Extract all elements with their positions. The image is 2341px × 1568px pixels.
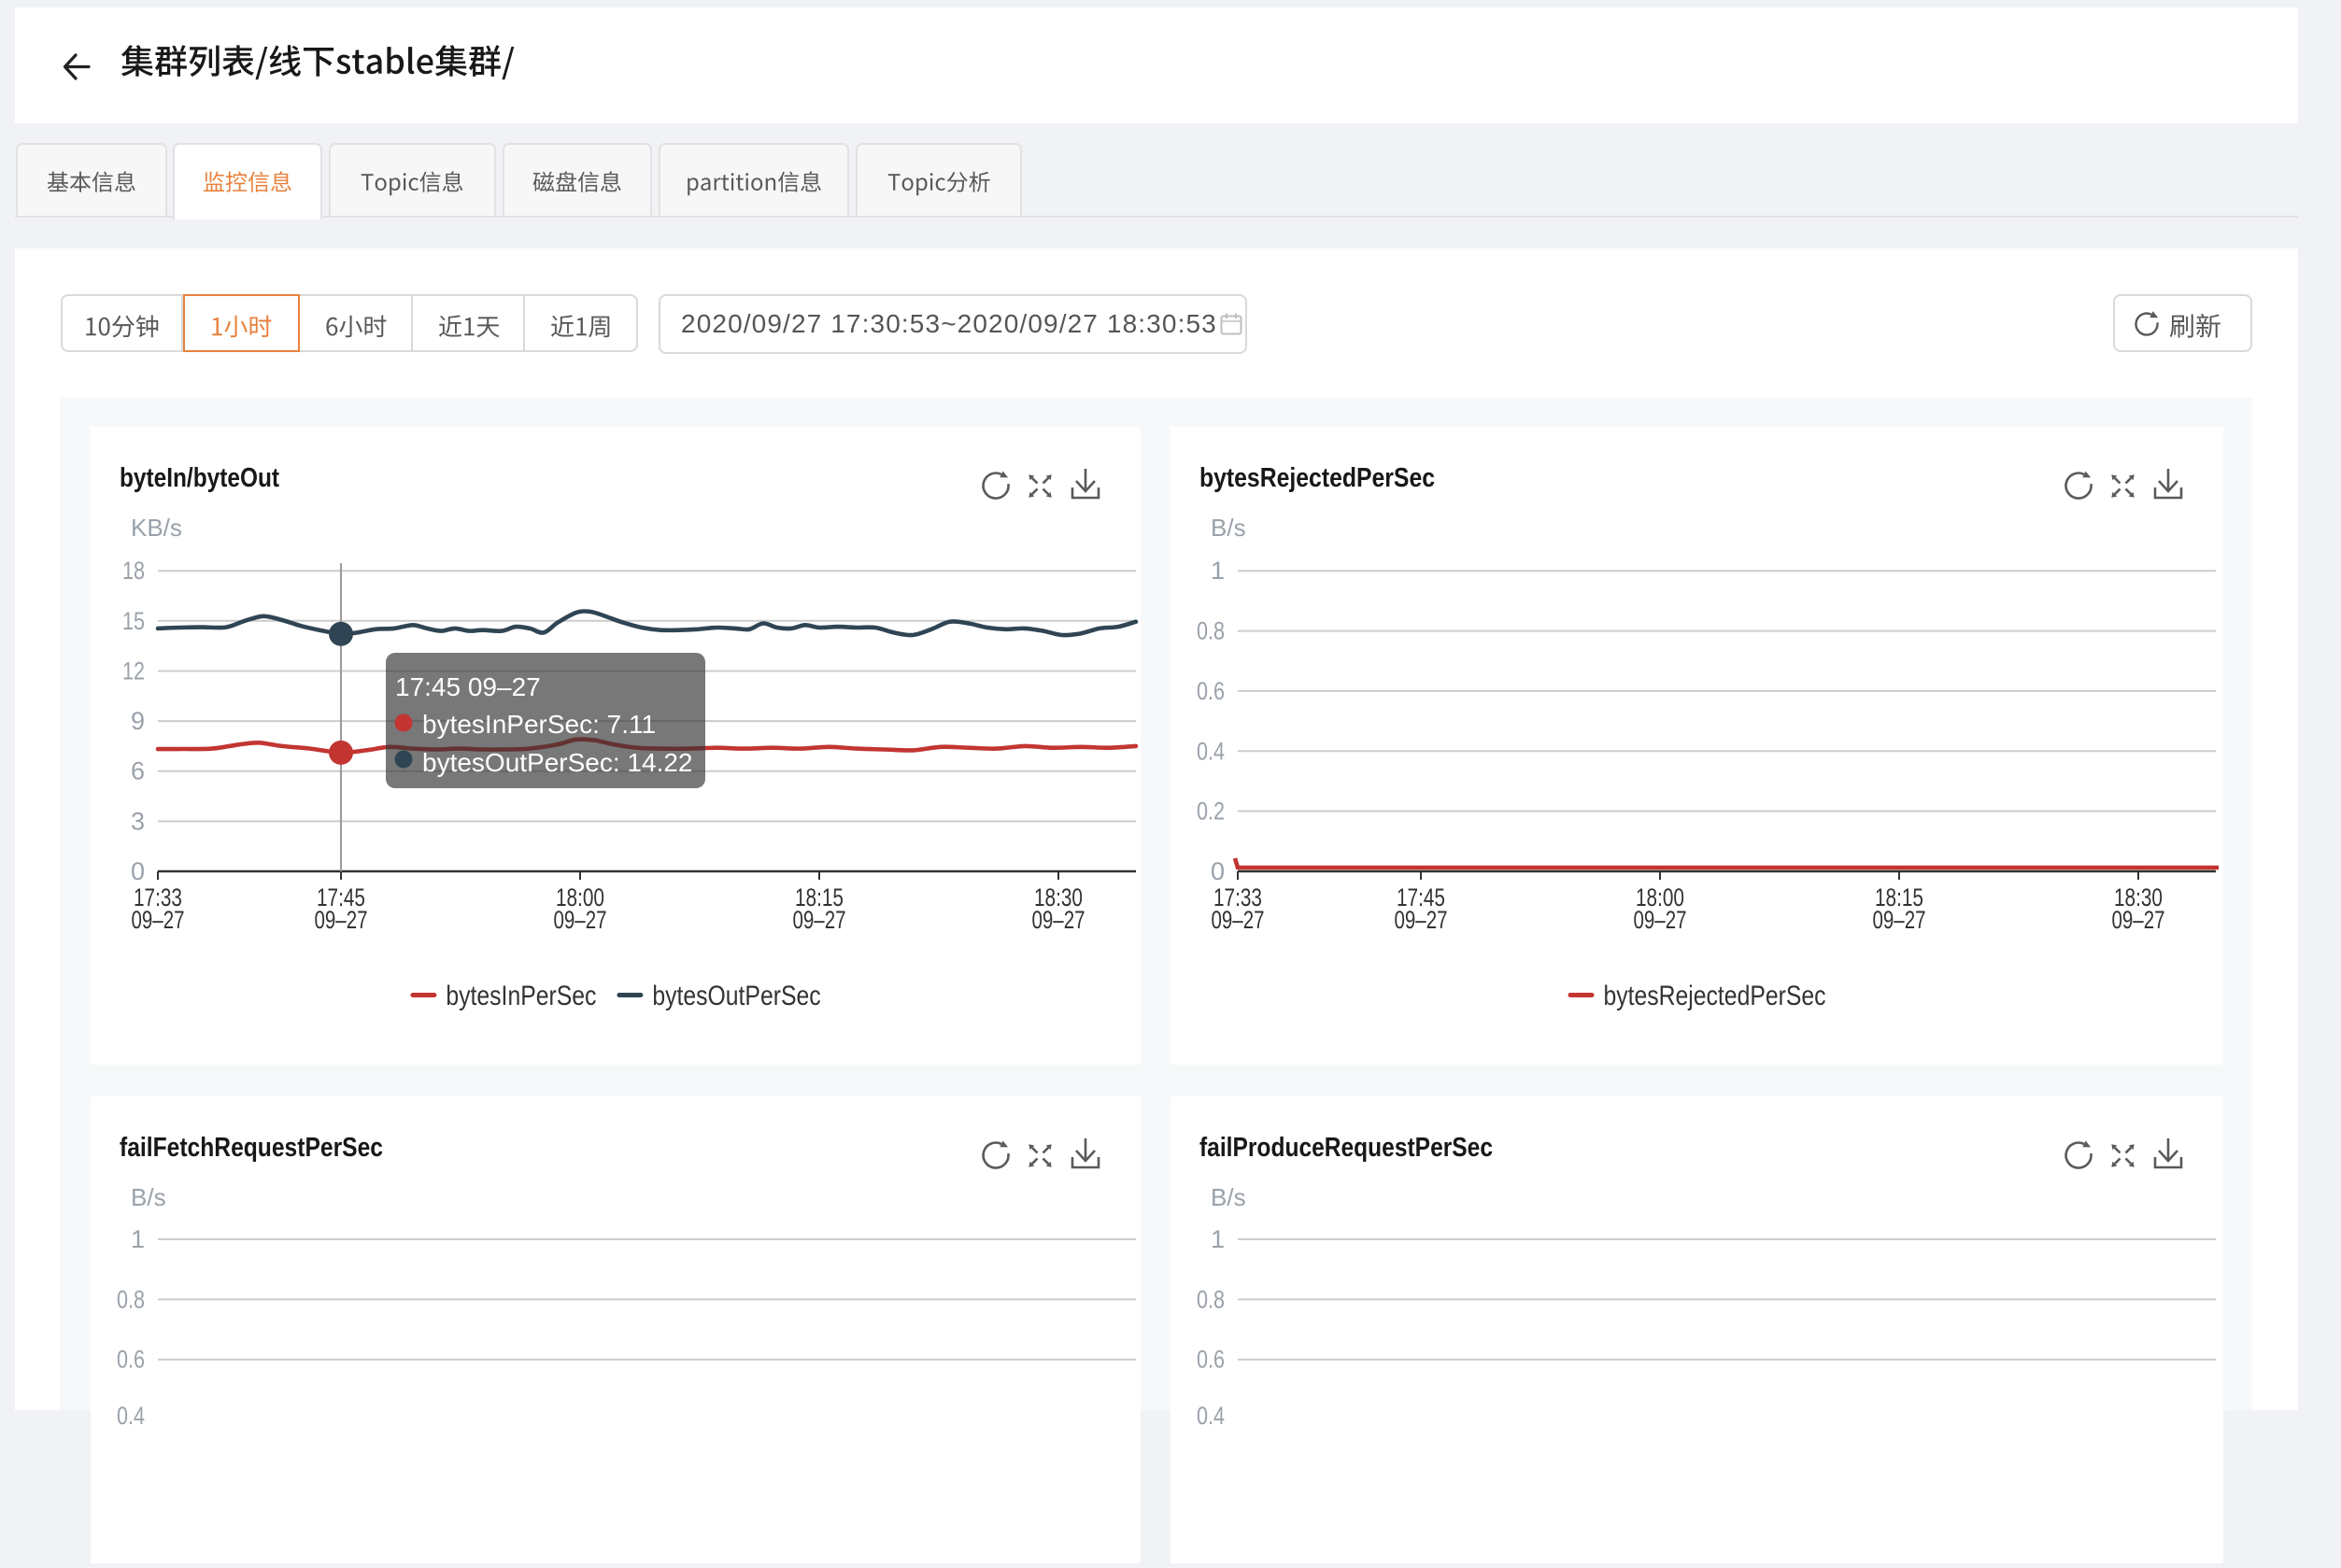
svg-text:09–27: 09–27 — [793, 906, 846, 934]
svg-text:B/s: B/s — [131, 1183, 166, 1211]
svg-text:6: 6 — [131, 757, 145, 785]
svg-text:09–27: 09–27 — [1395, 906, 1448, 934]
svg-text:12: 12 — [122, 657, 145, 685]
svg-text:bytesRejectedPerSec: bytesRejectedPerSec — [1199, 463, 1435, 493]
svg-text:09–27: 09–27 — [554, 906, 607, 934]
svg-text:1: 1 — [1211, 557, 1225, 585]
svg-text:bytesRejectedPerSec: bytesRejectedPerSec — [1604, 981, 1826, 1011]
svg-text:09–27: 09–27 — [315, 906, 368, 934]
svg-text:18:15: 18:15 — [1875, 883, 1923, 911]
svg-text:bytesOutPerSec: 14.22: bytesOutPerSec: 14.22 — [422, 748, 693, 777]
svg-text:0.4: 0.4 — [1197, 1402, 1225, 1430]
svg-text:18:30: 18:30 — [1034, 883, 1083, 911]
svg-text:09–27: 09–27 — [1032, 906, 1085, 934]
svg-text:09–27: 09–27 — [1873, 906, 1926, 934]
svg-text:3: 3 — [131, 807, 145, 835]
svg-text:09–27: 09–27 — [132, 906, 185, 934]
svg-text:17:45 09–27: 17:45 09–27 — [395, 672, 541, 701]
svg-text:17:33: 17:33 — [134, 883, 182, 911]
svg-text:09–27: 09–27 — [1634, 906, 1687, 934]
svg-text:18:00: 18:00 — [1636, 883, 1684, 911]
svg-text:0.8: 0.8 — [117, 1285, 145, 1313]
svg-text:17:33: 17:33 — [1213, 883, 1262, 911]
svg-text:09–27: 09–27 — [1212, 906, 1265, 934]
svg-text:17:45: 17:45 — [317, 883, 365, 911]
svg-text:15: 15 — [122, 607, 145, 635]
svg-text:0.6: 0.6 — [1197, 1346, 1225, 1374]
svg-text:bytesInPerSec: 7.11: bytesInPerSec: 7.11 — [422, 710, 656, 739]
svg-text:9: 9 — [131, 707, 145, 735]
svg-text:bytesInPerSec: bytesInPerSec — [446, 981, 596, 1011]
svg-text:0.8: 0.8 — [1197, 617, 1225, 645]
svg-text:byteIn/byteOut: byteIn/byteOut — [120, 463, 279, 493]
svg-text:0.4: 0.4 — [1197, 737, 1225, 765]
svg-text:B/s: B/s — [1211, 1183, 1246, 1211]
svg-text:bytesOutPerSec: bytesOutPerSec — [652, 981, 820, 1011]
svg-text:0.4: 0.4 — [117, 1402, 145, 1430]
svg-text:18:15: 18:15 — [795, 883, 844, 911]
svg-text:1: 1 — [131, 1225, 145, 1253]
svg-text:KB/s: KB/s — [131, 514, 182, 542]
svg-text:0.6: 0.6 — [117, 1346, 145, 1374]
svg-text:18:30: 18:30 — [2114, 883, 2163, 911]
svg-text:17:45: 17:45 — [1397, 883, 1445, 911]
svg-text:0: 0 — [1211, 857, 1225, 885]
svg-text:failFetchRequestPerSec: failFetchRequestPerSec — [120, 1133, 383, 1163]
svg-text:0: 0 — [131, 857, 145, 885]
svg-text:0.8: 0.8 — [1197, 1285, 1225, 1313]
svg-text:0.2: 0.2 — [1197, 798, 1225, 826]
svg-text:failProduceRequestPerSec: failProduceRequestPerSec — [1199, 1133, 1493, 1163]
svg-text:B/s: B/s — [1211, 514, 1246, 542]
svg-text:18:00: 18:00 — [556, 883, 604, 911]
svg-text:0.6: 0.6 — [1197, 677, 1225, 705]
svg-text:18: 18 — [122, 557, 145, 585]
svg-text:1: 1 — [1211, 1225, 1225, 1253]
svg-text:09–27: 09–27 — [2112, 906, 2165, 934]
